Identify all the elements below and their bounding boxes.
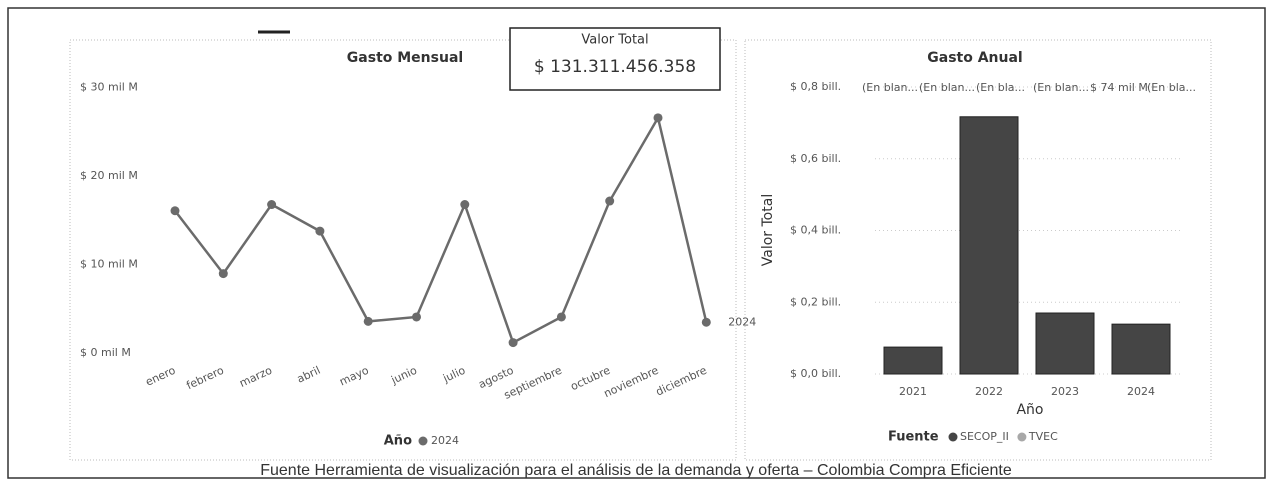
y-tick-label: $ 0,6 bill. (790, 152, 841, 165)
point (605, 196, 615, 206)
y-tick-label: $ 0,4 bill. (790, 224, 841, 237)
point (363, 316, 373, 326)
point (460, 200, 470, 210)
x-axis-label: Año (1016, 402, 1043, 418)
data-label: (En blan... (862, 81, 918, 94)
legend-title: Fuente (888, 430, 939, 445)
series-end-label: 2024 (728, 315, 756, 328)
x-tick-label: mayo (337, 364, 371, 389)
bar (883, 346, 943, 375)
x-tick-label: diciembre (654, 364, 709, 399)
card-value: $ 131.311.456.358 (534, 57, 696, 77)
data-label: (En blan... (1033, 81, 1089, 94)
bar (1111, 323, 1171, 375)
legend-dot (418, 436, 428, 446)
legend-dot (948, 432, 958, 442)
y-tick-label: $ 0 mil M (80, 346, 131, 359)
x-tick-label: 2021 (899, 385, 927, 398)
x-tick-label: marzo (237, 364, 274, 390)
x-tick-label: enero (143, 364, 177, 389)
legend-dot (1017, 432, 1027, 442)
point (701, 317, 711, 327)
legend-entry: SECOP_II (960, 430, 1009, 443)
point (267, 200, 277, 210)
x-tick-label: 2024 (1127, 385, 1155, 398)
y-tick-label: $ 0,2 bill. (790, 295, 841, 308)
x-tick-label: junio (388, 364, 419, 388)
point (218, 269, 228, 279)
point (508, 338, 518, 348)
chart-title: Gasto Anual (927, 50, 1022, 66)
data-label: $ 74 mil M (1090, 81, 1148, 94)
point (315, 226, 325, 236)
card (509, 27, 721, 91)
y-tick-label: $ 0,0 bill. (790, 367, 841, 380)
x-tick-label: noviembre (602, 364, 661, 401)
data-label: (En bla... (1147, 81, 1196, 94)
point (556, 312, 566, 322)
bar (959, 116, 1019, 375)
x-tick-label: 2022 (975, 385, 1003, 398)
chart-title: Gasto Mensual (347, 50, 463, 66)
line-panel (69, 39, 737, 461)
legend-entry: 2024 (431, 434, 459, 447)
x-tick-label: 2023 (1051, 385, 1079, 398)
data-label: (En blan... (919, 81, 975, 94)
card-title: Valor Total (581, 33, 648, 48)
data-label: (En bla... (976, 81, 1025, 94)
legend-title: Año (384, 434, 412, 449)
legend-entry: TVEC (1028, 430, 1058, 443)
caption: Fuente Herramienta de visualización para… (260, 462, 1012, 479)
x-tick-label: abril (295, 364, 323, 386)
frame (7, 7, 1266, 479)
point (170, 206, 180, 216)
y-tick-label: $ 30 mil M (80, 81, 138, 94)
bar-panel (744, 39, 1212, 461)
y-tick-label: $ 10 mil M (80, 258, 138, 271)
x-tick-label: febrero (184, 364, 226, 393)
point (653, 113, 663, 123)
series-line (174, 114, 708, 345)
point (412, 312, 421, 322)
bar (1035, 312, 1095, 375)
y-tick-label: $ 0,8 bill. (790, 80, 841, 93)
x-tick-label: julio (440, 364, 467, 386)
y-tick-label: $ 20 mil M (80, 169, 138, 182)
y-axis-label: Valor Total (760, 194, 776, 266)
